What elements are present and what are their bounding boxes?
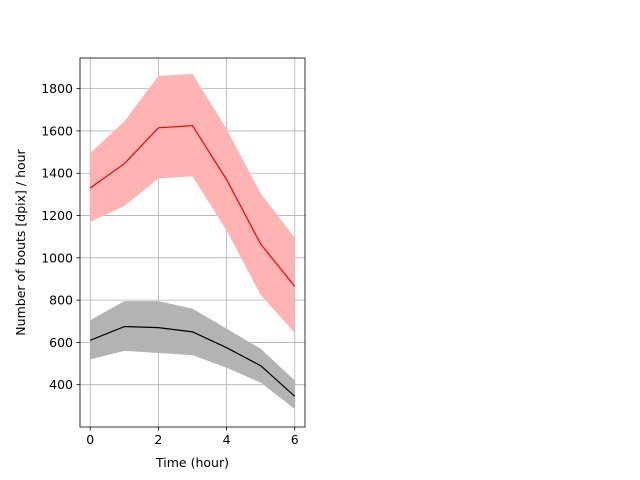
series-lines <box>89 125 296 397</box>
x-axis-label: Time (hour) <box>155 455 229 470</box>
y-tick-label-3: 1000 <box>41 250 73 265</box>
series-1-line <box>90 325 296 397</box>
x-tick-label-3: 6 <box>291 432 299 447</box>
x-tick-label-2: 4 <box>223 432 231 447</box>
x-axis-ticks: 0 2 4 6 <box>86 427 299 447</box>
y-tick-label-7: 1800 <box>41 81 73 96</box>
x-tick-label-1: 2 <box>154 432 162 447</box>
y-tick-label-5: 1400 <box>41 166 73 181</box>
y-axis-ticks: 400 600 800 1000 1200 1400 1600 1800 <box>41 81 80 392</box>
y-tick-label-6: 1600 <box>41 123 73 138</box>
series-1-band <box>90 301 295 410</box>
y-tick-label-0: 400 <box>49 377 73 392</box>
plot-frame <box>79 57 306 428</box>
y-tick-label-4: 1200 <box>41 208 73 223</box>
y-tick-label-2: 800 <box>49 293 73 308</box>
series-0-line <box>89 125 296 287</box>
confidence-bands <box>90 73 295 410</box>
series-0-band <box>90 73 295 333</box>
x-tick-label-0: 0 <box>86 432 94 447</box>
y-axis-label: Number of bouts [dpix] / hour <box>13 148 28 335</box>
y-tick-label-1: 600 <box>49 335 73 350</box>
